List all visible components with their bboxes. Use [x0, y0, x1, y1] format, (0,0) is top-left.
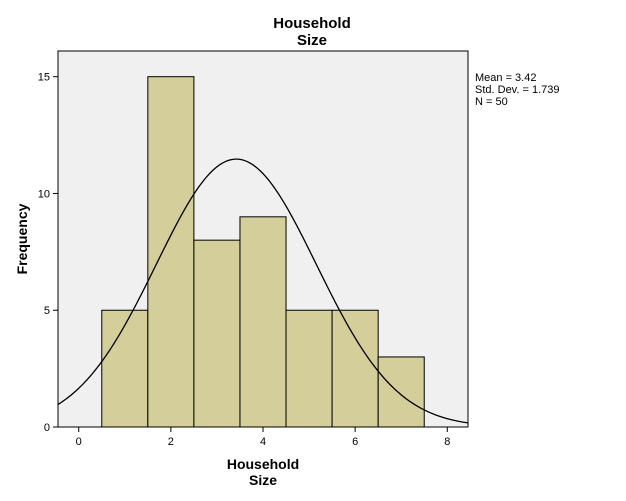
- bars-group: [101, 76, 425, 428]
- histogram-bar-5: [331, 309, 379, 428]
- x-tick-label-0: 0: [76, 436, 82, 448]
- chart-title-line-1: Household: [273, 15, 351, 32]
- y-axis: 0 5 10 15: [38, 72, 58, 434]
- x-axis-title-line-1: Household: [227, 456, 299, 472]
- x-tick-label-1: 2: [168, 436, 174, 448]
- x-axis: 0 2 4 6 8: [76, 427, 450, 448]
- histogram-bar-0: [101, 309, 149, 428]
- y-tick-label-1: 5: [44, 305, 50, 317]
- x-tick-label-4: 8: [444, 436, 450, 448]
- y-tick-label-3: 15: [38, 72, 50, 84]
- y-tick-label-0: 0: [44, 422, 50, 434]
- histogram-bar-4: [285, 309, 333, 428]
- histogram-bar-1: [147, 76, 195, 428]
- stats-std-dev: Std. Dev. = 1.739: [475, 84, 560, 96]
- x-tick-label-2: 4: [260, 436, 266, 448]
- stats-mean: Mean = 3.42: [475, 72, 536, 84]
- y-axis-title: Frequency: [14, 203, 30, 274]
- x-tick-label-3: 6: [352, 436, 358, 448]
- chart-title-line-2: Size: [297, 32, 327, 49]
- x-axis-title-line-2: Size: [249, 472, 277, 488]
- histogram-bar-3: [239, 216, 287, 428]
- y-tick-label-2: 10: [38, 188, 50, 200]
- stats-n: N = 50: [475, 96, 508, 108]
- histogram-bar-6: [377, 356, 425, 428]
- histogram-bar-2: [193, 239, 241, 428]
- normal-curve: [57, 158, 469, 424]
